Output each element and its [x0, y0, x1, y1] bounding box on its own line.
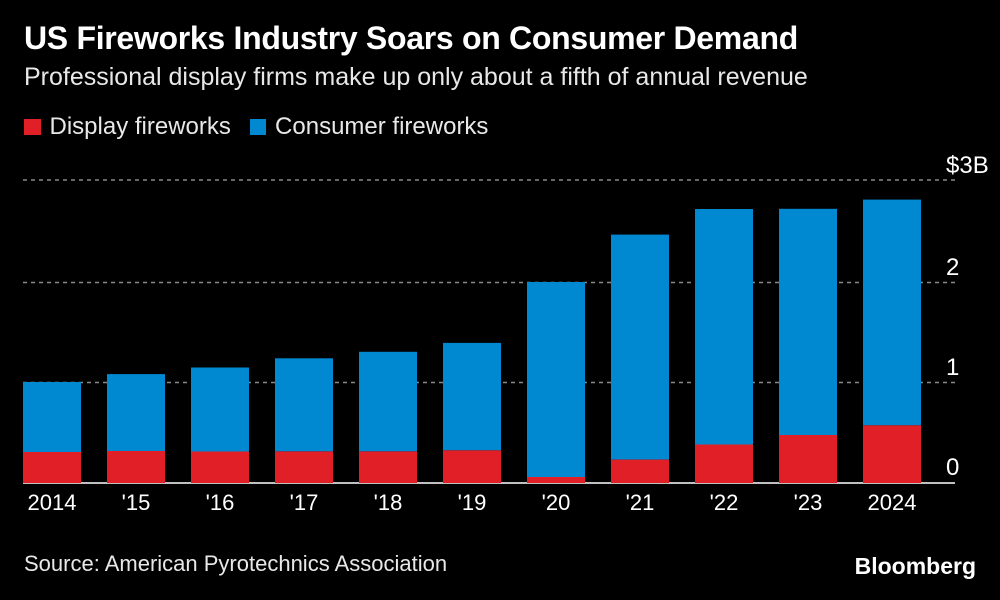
svg-text:'22: '22	[710, 490, 739, 515]
svg-text:1: 1	[946, 354, 959, 381]
svg-text:$3B: $3B	[946, 152, 989, 179]
svg-text:'19: '19	[458, 490, 487, 515]
svg-text:'23: '23	[794, 490, 823, 515]
svg-text:'21: '21	[626, 490, 655, 515]
svg-text:'20: '20	[542, 490, 571, 515]
svg-text:'15: '15	[122, 490, 151, 515]
svg-text:'17: '17	[290, 490, 319, 515]
svg-text:'18: '18	[374, 490, 403, 515]
svg-text:0: 0	[946, 454, 959, 481]
svg-text:2024: 2024	[868, 490, 917, 515]
svg-text:2: 2	[946, 254, 959, 281]
svg-text:2014: 2014	[28, 490, 77, 515]
svg-text:'16: '16	[206, 490, 235, 515]
